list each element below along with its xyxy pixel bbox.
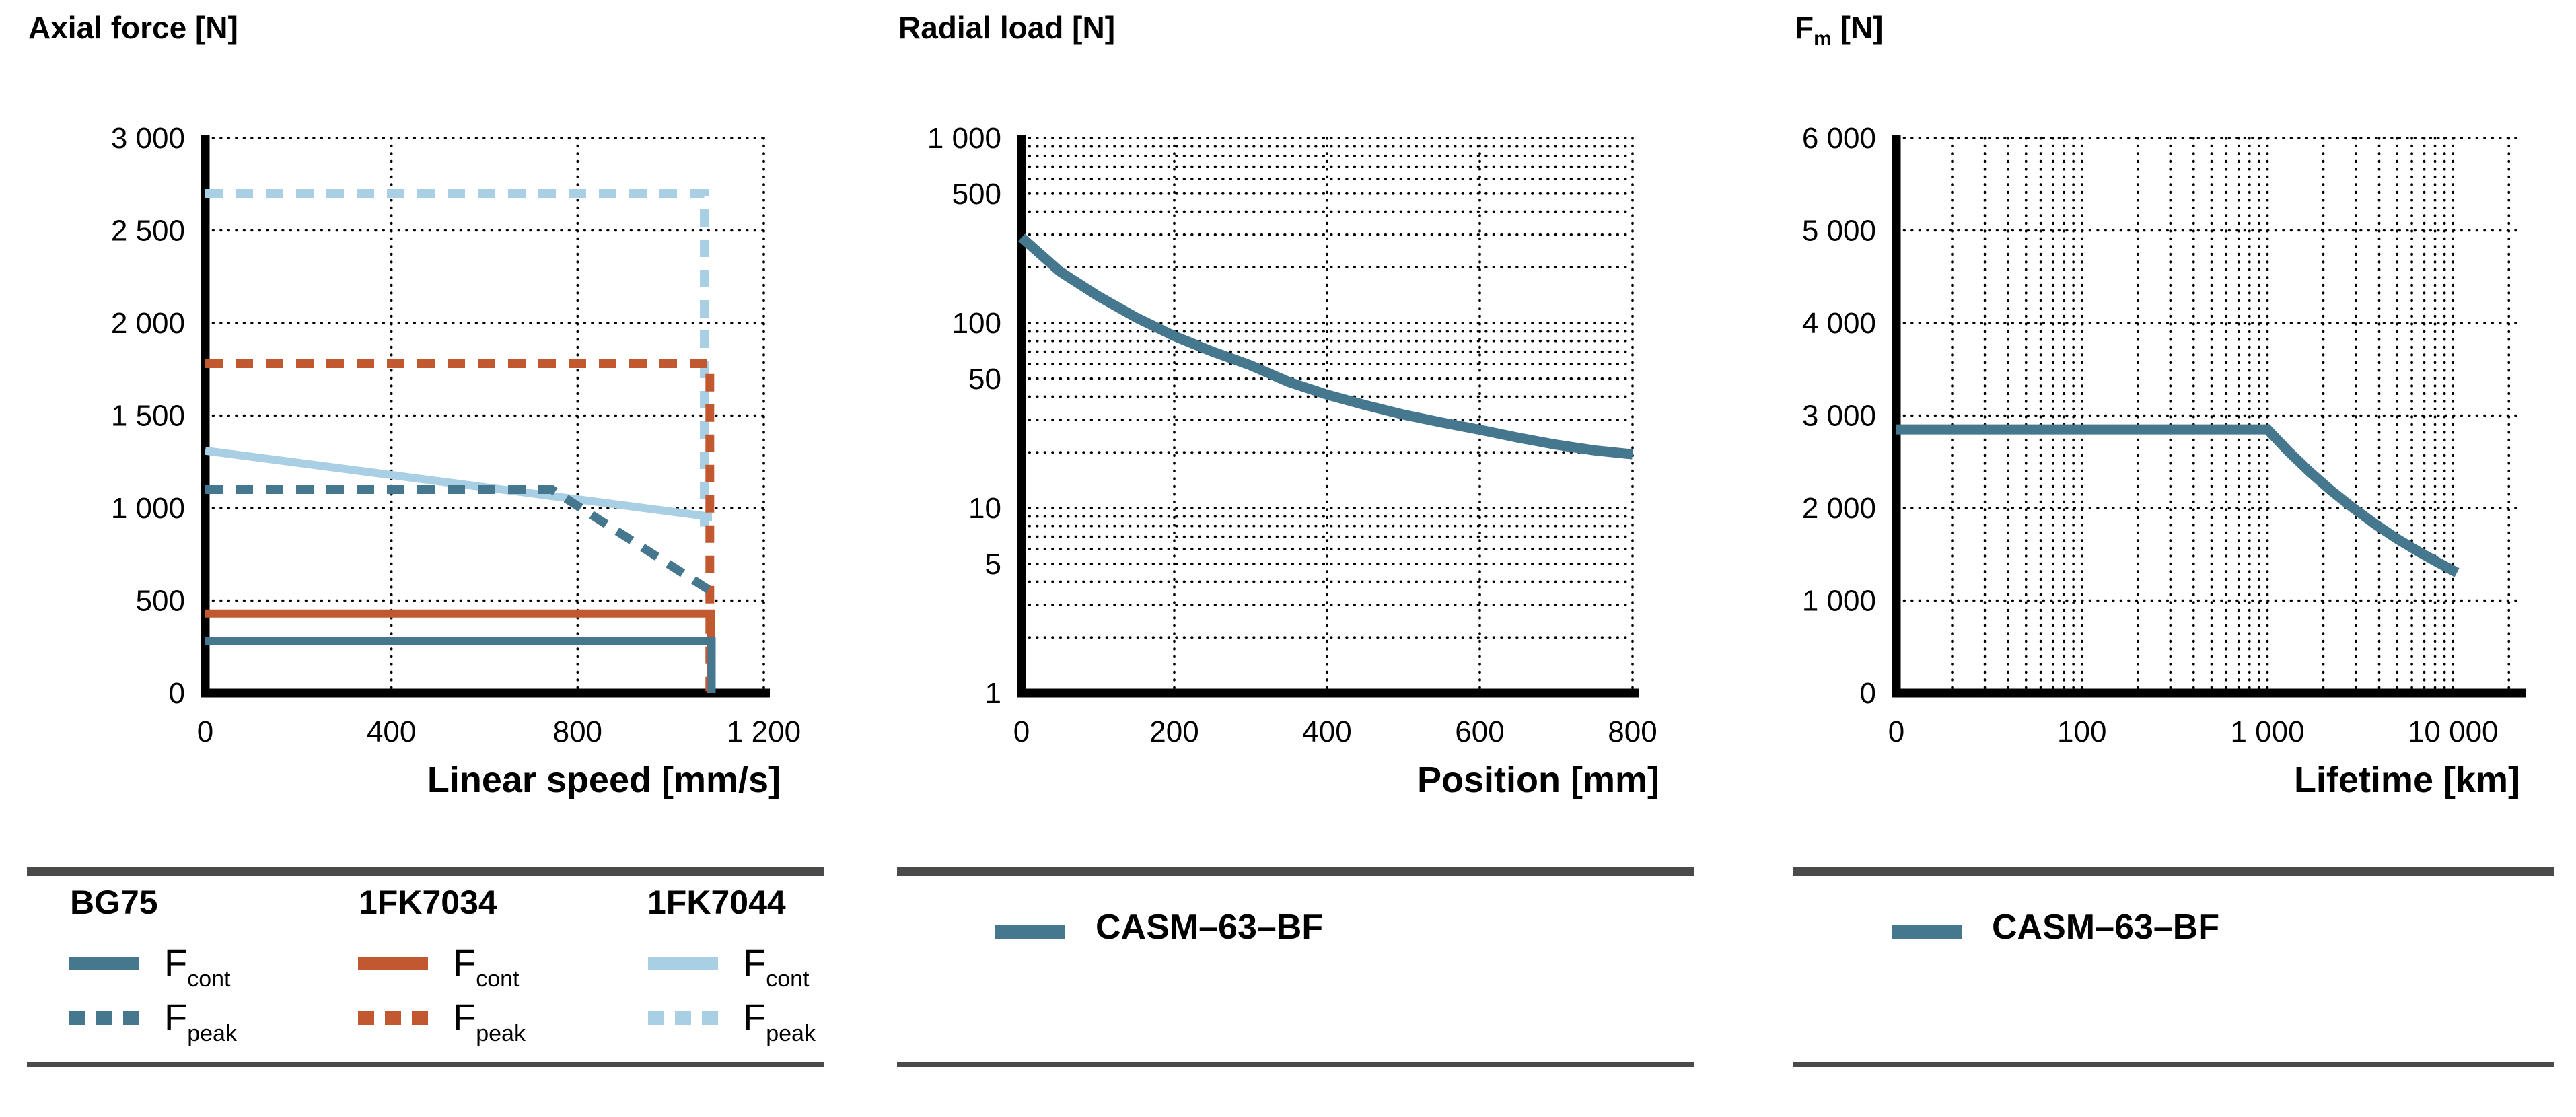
chart-title-radial-load: Radial load [N] <box>898 10 1116 45</box>
svg-text:100: 100 <box>952 307 1001 340</box>
svg-text:5 000: 5 000 <box>1802 215 1876 248</box>
legend-swatch-1fk7034-fpeak <box>358 1011 428 1025</box>
svg-text:3 000: 3 000 <box>1802 400 1876 433</box>
svg-text:6 000: 6 000 <box>1802 122 1876 155</box>
legend-label-casm-63-bf: CASM–63–BF <box>1096 908 1324 947</box>
legend-header-bg75: BG75 <box>70 884 158 921</box>
svg-text:600: 600 <box>1455 715 1504 747</box>
svg-text:0: 0 <box>197 715 213 747</box>
svg-text:1: 1 <box>985 677 1001 710</box>
svg-text:1 000: 1 000 <box>2230 715 2304 747</box>
svg-text:1 000: 1 000 <box>927 122 1001 155</box>
chart-title-mean-force: Fm [N] <box>1795 10 1884 50</box>
axial-force-chart: 0 400 800 1 200 0 500 1 000 1 500 2 000 2 500 3 00… <box>111 122 801 747</box>
panel-radial-load: Radial load [N] 0 200 400 600 800 1 000 500 100… <box>897 0 1694 1117</box>
legend-separator-bottom <box>27 1062 824 1067</box>
svg-text:500: 500 <box>952 178 1001 211</box>
svg-text:1 200: 1 200 <box>727 715 801 747</box>
x-axis-label-position: Position [mm] <box>1417 760 1659 800</box>
legend-separator-top <box>1793 867 2554 876</box>
legend-swatch-casm-63-bf <box>1892 925 1962 939</box>
legend-header-1fk7044: 1FK7044 <box>647 884 786 921</box>
legend-swatch-1fk7034-fcont <box>358 957 428 970</box>
legend-separator-top <box>27 867 824 876</box>
legend-separator-bottom <box>897 1062 1694 1067</box>
x-axis-label-linear-speed: Linear speed [mm/s] <box>427 760 781 800</box>
svg-text:5: 5 <box>985 548 1001 581</box>
svg-text:4 000: 4 000 <box>1802 307 1876 340</box>
svg-text:50: 50 <box>968 363 1001 396</box>
svg-text:400: 400 <box>367 715 416 747</box>
svg-text:2 000: 2 000 <box>1802 492 1876 525</box>
legend-label-1fk7034-fpeak: Fpeak <box>453 996 526 1046</box>
svg-text:2 500: 2 500 <box>111 215 185 248</box>
legend-swatch-bg75-fcont <box>69 957 139 970</box>
svg-text:400: 400 <box>1302 715 1351 747</box>
svg-text:100: 100 <box>2057 715 2106 747</box>
panel-axial-force: Axial force [N] 0 400 800 1 200 0 500 1 000 1 5… <box>27 0 824 1117</box>
legend-label-bg75-fcont: Fcont <box>164 941 231 992</box>
svg-text:1 500: 1 500 <box>111 400 185 433</box>
svg-text:800: 800 <box>1608 715 1657 747</box>
legend-label-1fk7034-fcont: Fcont <box>453 941 520 992</box>
x-axis-label-lifetime: Lifetime [km] <box>2293 760 2520 800</box>
legend-separator-top <box>897 867 1694 876</box>
lifetime-chart: 0 100 1 000 10 000 0 1 000 2 000 3 000 4 000 5 00… <box>1802 122 2526 747</box>
svg-text:10 000: 10 000 <box>2408 715 2499 747</box>
legend-swatch-bg75-fpeak <box>69 1011 139 1025</box>
svg-text:0: 0 <box>169 677 185 710</box>
svg-text:0: 0 <box>1860 677 1876 710</box>
svg-text:0: 0 <box>1888 715 1904 747</box>
legend-label-bg75-fpeak: Fpeak <box>164 996 237 1046</box>
legend-label-casm-63-bf: CASM–63–BF <box>1992 908 2220 947</box>
legend-swatch-casm-63-bf <box>995 925 1065 939</box>
chart-title-axial-force: Axial force [N] <box>28 10 238 45</box>
legend-separator-bottom <box>1793 1062 2554 1067</box>
svg-text:3 000: 3 000 <box>111 122 185 155</box>
svg-text:1 000: 1 000 <box>111 492 185 525</box>
svg-text:200: 200 <box>1149 715 1198 747</box>
svg-text:2 000: 2 000 <box>111 307 185 340</box>
svg-text:500: 500 <box>136 585 185 618</box>
legend-label-1fk7044-fpeak: Fpeak <box>743 996 816 1046</box>
panel-mean-force-lifetime: Fm [N] 0 100 1 000 10 000 0 1 000 2 000 3 000 4 … <box>1793 0 2554 1117</box>
radial-load-chart: 0 200 400 600 800 1 000 500 100 50 10 5 1 <box>927 122 1657 747</box>
legend-header-1fk7034: 1FK7034 <box>359 884 497 921</box>
legend-label-1fk7044-fcont: Fcont <box>743 941 810 992</box>
svg-text:10: 10 <box>968 492 1001 525</box>
legend-swatch-1fk7044-fcont <box>648 957 718 970</box>
svg-text:0: 0 <box>1013 715 1030 747</box>
svg-text:1 000: 1 000 <box>1802 585 1876 618</box>
legend-swatch-1fk7044-fpeak <box>648 1011 718 1025</box>
svg-text:800: 800 <box>553 715 602 747</box>
